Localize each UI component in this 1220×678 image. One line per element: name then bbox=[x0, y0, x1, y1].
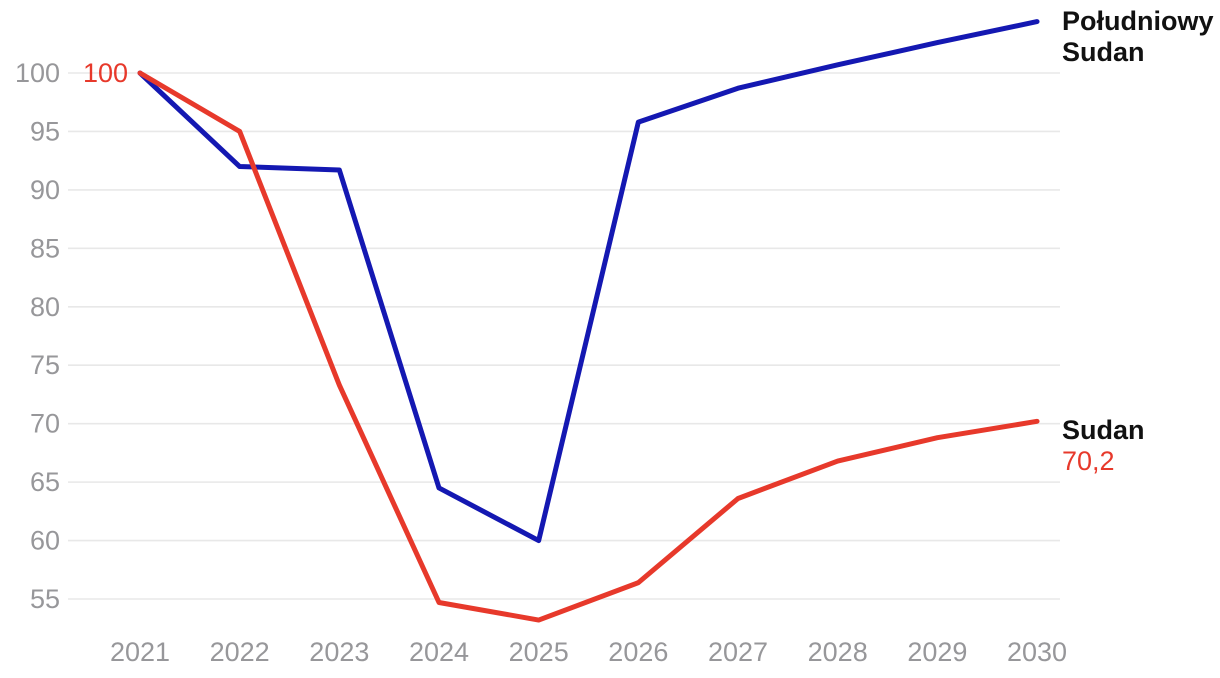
x-axis-tick-label: 2022 bbox=[210, 637, 270, 667]
y-axis-tick-label: 75 bbox=[30, 350, 60, 380]
x-axis-tick-label: 2030 bbox=[1007, 637, 1067, 667]
series-label-poludniowy-line2: Sudan bbox=[1062, 37, 1145, 67]
y-axis-tick-label: 55 bbox=[30, 584, 60, 614]
series-line-sudan bbox=[137, 70, 1040, 623]
y-axis-tick-label: 60 bbox=[30, 526, 60, 556]
x-axis-tick-label: 2024 bbox=[409, 637, 469, 667]
y-axis-tick-label: 100 bbox=[15, 58, 60, 88]
x-axis-tick-label: 2028 bbox=[808, 637, 868, 667]
x-axis-tick-label: 2026 bbox=[608, 637, 668, 667]
series-line-po-udniowy-sudan bbox=[137, 19, 1040, 544]
y-axis-tick-label: 65 bbox=[30, 467, 60, 497]
x-axis-tick-label: 2029 bbox=[907, 637, 967, 667]
series-label-poludniowy-line1: Południowy bbox=[1062, 6, 1214, 36]
x-axis-tick-label: 2021 bbox=[110, 637, 170, 667]
y-axis-tick-label: 95 bbox=[30, 116, 60, 146]
x-axis-tick-label: 2023 bbox=[309, 637, 369, 667]
y-axis-tick-label: 80 bbox=[30, 292, 60, 322]
y-axis-tick-label: 70 bbox=[30, 409, 60, 439]
y-axis-tick-label: 90 bbox=[30, 175, 60, 205]
x-axis-tick-label: 2025 bbox=[509, 637, 569, 667]
y-axis-tick-label: 85 bbox=[30, 233, 60, 263]
x-axis-tick-label: 2027 bbox=[708, 637, 768, 667]
series-label-sudan-name: Sudan bbox=[1062, 415, 1145, 445]
series-label-poludniowy-sudan: Południowy Sudan bbox=[1062, 6, 1220, 68]
series-start-value-label: 100 bbox=[82, 58, 128, 88]
series-end-value-label: 70,2 bbox=[1062, 446, 1115, 476]
series-label-sudan: Sudan 70,2 bbox=[1062, 415, 1220, 477]
